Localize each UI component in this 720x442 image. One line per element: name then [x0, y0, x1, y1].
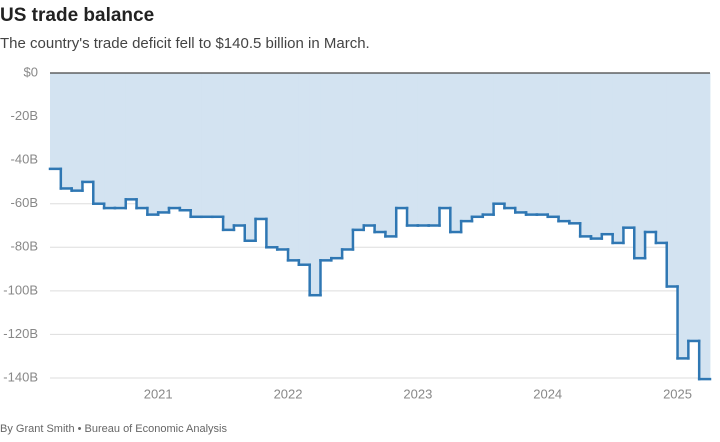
area-segment — [461, 73, 473, 222]
area-segment — [233, 73, 246, 226]
area-segment — [60, 73, 73, 189]
x-tick-label: 2022 — [274, 386, 303, 401]
area-segment — [158, 73, 170, 213]
area-segment — [385, 73, 397, 237]
y-tick-label: -40B — [11, 152, 38, 167]
area-segment — [320, 73, 332, 261]
area-segment — [50, 73, 62, 169]
area-segment — [71, 73, 83, 191]
area-segment — [298, 73, 311, 265]
area-segment — [666, 73, 678, 287]
area-segment — [309, 73, 321, 296]
area-segment — [634, 73, 646, 259]
area-segment — [428, 73, 440, 226]
area-segment — [342, 73, 354, 250]
x-tick-label: 2021 — [144, 386, 173, 401]
area-segment — [590, 73, 603, 239]
y-tick-label: -120B — [3, 326, 38, 341]
area-segment — [104, 73, 116, 209]
y-tick-label: -140B — [3, 369, 38, 384]
area-segment — [169, 73, 181, 209]
area-segment — [201, 73, 213, 217]
area-segment — [255, 73, 267, 219]
area-segment — [699, 73, 711, 380]
area-segment — [147, 73, 159, 215]
area-segment — [244, 73, 256, 241]
area-segment — [288, 73, 300, 261]
chart-subtitle: The country's trade deficit fell to $140… — [0, 35, 370, 52]
area-segment — [331, 73, 343, 259]
x-tick-label: 2023 — [403, 386, 432, 401]
area-segment — [688, 73, 700, 341]
area-segment — [136, 73, 148, 209]
area-segment — [569, 73, 581, 224]
area-segment — [266, 73, 278, 248]
area-segment — [493, 73, 505, 204]
area-segment — [471, 73, 484, 217]
source-note: By Grant Smith • Bureau of Economic Anal… — [0, 423, 228, 435]
area-segment — [601, 73, 614, 235]
area-segment — [536, 73, 549, 215]
area-segment — [363, 73, 375, 226]
area-segment — [417, 73, 430, 226]
area-segment — [547, 73, 559, 217]
area-segment — [677, 73, 689, 359]
area-segment — [114, 73, 127, 209]
area-segment — [439, 73, 451, 209]
area-segment — [482, 73, 495, 215]
area-segment — [277, 73, 289, 250]
y-tick-label: -100B — [3, 282, 38, 297]
area-segment — [526, 73, 538, 215]
area-segment — [450, 73, 462, 233]
area-segment — [623, 73, 635, 228]
area-segment — [374, 73, 386, 233]
area-segment — [352, 73, 365, 230]
area-segment — [190, 73, 202, 217]
layer — [50, 73, 711, 380]
y-tick-label: $0 — [24, 64, 38, 79]
area-segment — [212, 73, 224, 217]
x-tick-label: 2024 — [533, 386, 562, 401]
y-tick-label: -20B — [11, 108, 38, 123]
area-segment — [655, 73, 668, 243]
x-tick-label: 2025 — [663, 386, 692, 401]
area-segment — [82, 73, 94, 182]
area-segment — [612, 73, 624, 243]
layer — [48, 167, 712, 381]
y-tick-label: -60B — [11, 195, 38, 210]
area-segment — [93, 73, 105, 204]
chart-title: US trade balance — [0, 5, 154, 26]
y-tick-label: -80B — [11, 239, 38, 254]
area-segment — [407, 73, 419, 226]
area-segment — [125, 73, 137, 200]
area-segment — [580, 73, 592, 237]
area-segment — [396, 73, 408, 209]
area-segment — [558, 73, 570, 222]
area-segment — [515, 73, 527, 213]
area-segment — [223, 73, 235, 230]
area-segment — [645, 73, 657, 233]
area-segment — [179, 73, 192, 211]
area-segment — [504, 73, 516, 209]
